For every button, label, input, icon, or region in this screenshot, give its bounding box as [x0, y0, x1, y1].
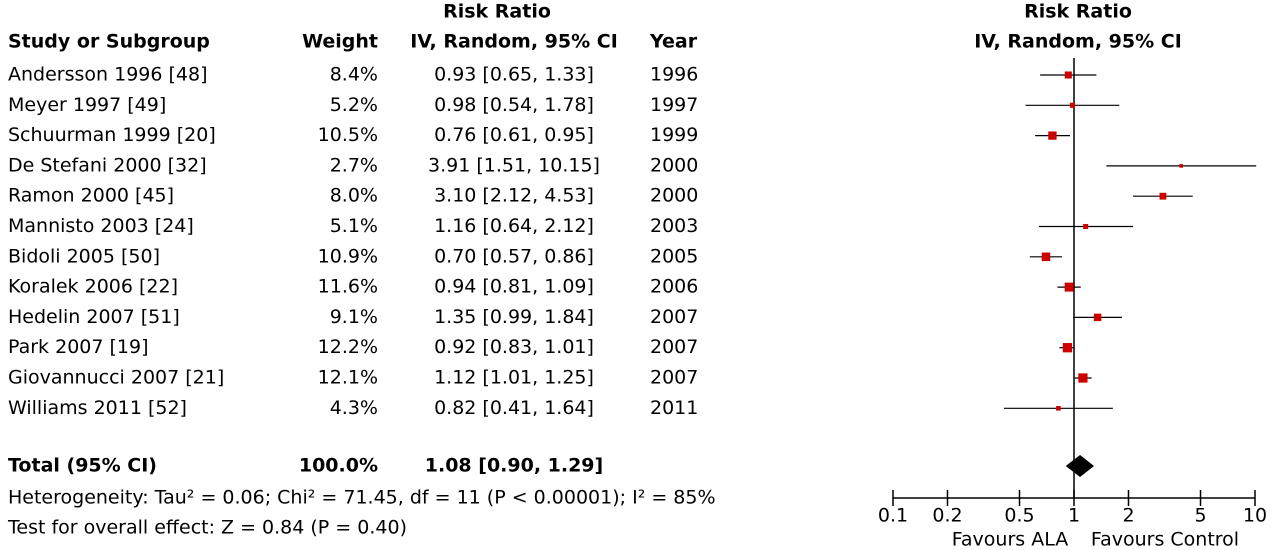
x-label-left: Favours ALA: [952, 529, 1069, 550]
study-year: 2003: [650, 215, 698, 237]
study-year: 2007: [650, 336, 698, 358]
study-ci: 0.92 [0.83, 1.01]: [434, 336, 594, 358]
x-tick-label: 2: [1122, 505, 1134, 527]
study-weight: 12.1%: [318, 367, 378, 389]
study-year: 2007: [650, 367, 698, 389]
study-ci: 1.35 [0.99, 1.84]: [434, 306, 594, 328]
study-year: 2000: [650, 154, 698, 176]
header-study: Study or Subgroup: [8, 31, 210, 53]
estimate-marker: [1093, 313, 1102, 322]
chart-subtitle: IV, Random, 95% CI: [974, 31, 1182, 53]
x-label-right: Favours Control: [1091, 529, 1239, 550]
x-tick-label: 10: [1243, 505, 1267, 527]
study-year: 2000: [650, 185, 698, 207]
study-year: 2007: [650, 306, 698, 328]
study-name: Bidoli 2005 [50]: [8, 245, 160, 267]
study-ci: 0.98 [0.54, 1.78]: [434, 94, 594, 116]
x-tick-label: 0.5: [1004, 505, 1034, 527]
header-year: Year: [649, 31, 698, 53]
study-ci: 0.93 [0.65, 1.33]: [434, 64, 594, 86]
study-ci: 1.12 [1.01, 1.25]: [434, 367, 594, 389]
study-name: Andersson 1996 [48]: [8, 64, 208, 86]
estimate-marker: [1062, 343, 1073, 353]
study-ci: 1.16 [0.64, 2.12]: [434, 215, 594, 237]
study-year: 2011: [650, 397, 698, 419]
study-weight: 10.9%: [318, 245, 378, 267]
study-name: Meyer 1997 [49]: [8, 94, 166, 116]
estimate-marker: [1159, 192, 1167, 200]
study-weight: 8.4%: [330, 64, 378, 86]
study-name: Schuurman 1999 [20]: [8, 124, 216, 146]
study-ci: 3.91 [1.51, 10.15]: [428, 154, 600, 176]
study-weight: 5.2%: [330, 94, 378, 116]
estimate-marker: [1041, 252, 1051, 262]
study-name: Williams 2011 [52]: [8, 397, 187, 419]
study-weight: 10.5%: [318, 124, 378, 146]
study-weight: 12.2%: [318, 336, 378, 358]
estimate-marker: [1064, 282, 1074, 292]
study-ci: 0.82 [0.41, 1.64]: [434, 397, 594, 419]
estimate-marker: [1069, 102, 1075, 108]
study-name: Giovannucci 2007 [21]: [8, 367, 224, 389]
header-weight: Weight: [302, 31, 378, 53]
study-ci: 0.70 [0.57, 0.86]: [434, 245, 594, 267]
overall-effect: Test for overall effect: Z = 0.84 (P = 0…: [7, 517, 407, 539]
estimate-marker: [1083, 223, 1089, 230]
heterogeneity: Heterogeneity: Tau² = 0.06; Chi² = 71.45…: [8, 487, 716, 509]
study-ci: 3.10 [2.12, 4.53]: [434, 185, 594, 207]
x-tick-label: 1: [1068, 505, 1080, 527]
study-weight: 4.3%: [330, 397, 378, 419]
study-ci: 0.76 [0.61, 0.95]: [434, 124, 594, 146]
study-name: Ramon 2000 [45]: [8, 185, 174, 207]
study-ci: 0.94 [0.81, 1.09]: [434, 276, 594, 298]
total-diamond: [1065, 455, 1095, 477]
study-weight: 8.0%: [330, 185, 378, 207]
header-ci-title: Risk Ratio: [443, 1, 551, 23]
study-year: 1996: [650, 64, 698, 86]
total-label: Total (95% CI): [8, 455, 157, 477]
study-name: Park 2007 [19]: [8, 336, 149, 358]
study-name: De Stefani 2000 [32]: [8, 154, 207, 176]
estimate-marker: [1064, 71, 1072, 79]
header-ci-subtitle: IV, Random, 95% CI: [410, 31, 618, 53]
study-weight: 11.6%: [318, 276, 378, 298]
study-year: 2005: [650, 245, 698, 267]
estimate-marker: [1056, 406, 1061, 411]
study-weight: 9.1%: [330, 306, 378, 328]
total-weight: 100.0%: [299, 455, 378, 477]
x-tick-label: 5: [1194, 505, 1206, 527]
x-tick-label: 0.2: [932, 505, 962, 527]
total-ci: 1.08 [0.90, 1.29]: [425, 455, 603, 477]
study-year: 1999: [650, 124, 698, 146]
estimate-marker: [1048, 131, 1057, 140]
study-year: 1997: [650, 94, 698, 116]
study-name: Koralek 2006 [22]: [8, 276, 178, 298]
estimate-marker: [1179, 164, 1183, 168]
study-weight: 2.7%: [330, 154, 378, 176]
study-weight: 5.1%: [330, 215, 378, 237]
study-name: Mannisto 2003 [24]: [8, 215, 194, 237]
estimate-marker: [1078, 373, 1088, 383]
x-tick-label: 0.1: [878, 505, 908, 527]
study-name: Hedelin 2007 [51]: [8, 306, 180, 328]
chart-title: Risk Ratio: [1024, 1, 1132, 23]
study-year: 2006: [650, 276, 698, 298]
